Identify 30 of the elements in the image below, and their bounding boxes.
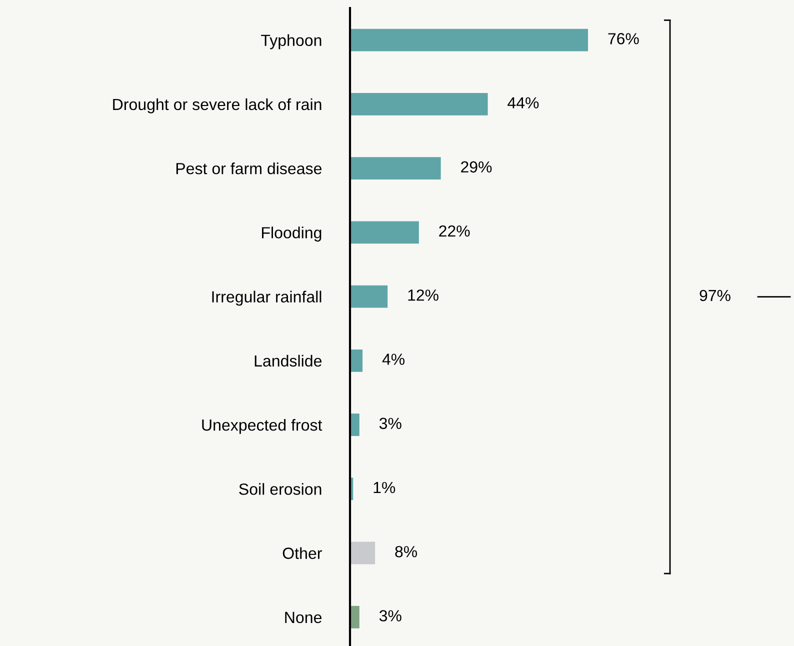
- bar: [350, 542, 376, 564]
- data-label: 29%: [461, 161, 492, 173]
- data-label: 22%: [439, 225, 470, 237]
- data-label: 12%: [408, 290, 438, 301]
- bar: [350, 28, 588, 52]
- bar: [350, 349, 363, 372]
- y-tick-label: Landslide: [254, 354, 322, 367]
- data-label: 3%: [379, 418, 402, 430]
- data-label: 8%: [395, 546, 418, 558]
- bar: [350, 414, 360, 436]
- y-tick-label: Typhoon: [261, 34, 322, 50]
- bar: [350, 92, 488, 116]
- y-tick-label: Unexpected frost: [202, 418, 322, 434]
- y-tick-label: Soil erosion: [239, 483, 322, 495]
- data-label: 4%: [382, 354, 404, 365]
- y-tick-label: Flooding: [262, 226, 322, 242]
- y-tick-label: Irregular rainfall: [212, 290, 322, 306]
- data-label: 76%: [608, 33, 639, 44]
- data-label: 3%: [379, 610, 402, 622]
- y-tick-label: None: [285, 612, 322, 624]
- text: 97%: [700, 290, 730, 302]
- data-label: 44%: [508, 97, 539, 108]
- y-tick-label: Drought or severe lack of rain: [113, 98, 322, 114]
- data-label: 1%: [374, 482, 396, 494]
- y-tick-label: Pest or farm disease: [176, 162, 322, 174]
- bar: [350, 157, 441, 180]
- bar: [350, 606, 360, 628]
- bar: [350, 285, 388, 308]
- y-tick-label: Other: [282, 547, 322, 559]
- bar: [350, 221, 419, 244]
